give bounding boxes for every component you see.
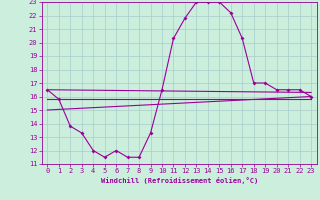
X-axis label: Windchill (Refroidissement éolien,°C): Windchill (Refroidissement éolien,°C)	[100, 177, 258, 184]
